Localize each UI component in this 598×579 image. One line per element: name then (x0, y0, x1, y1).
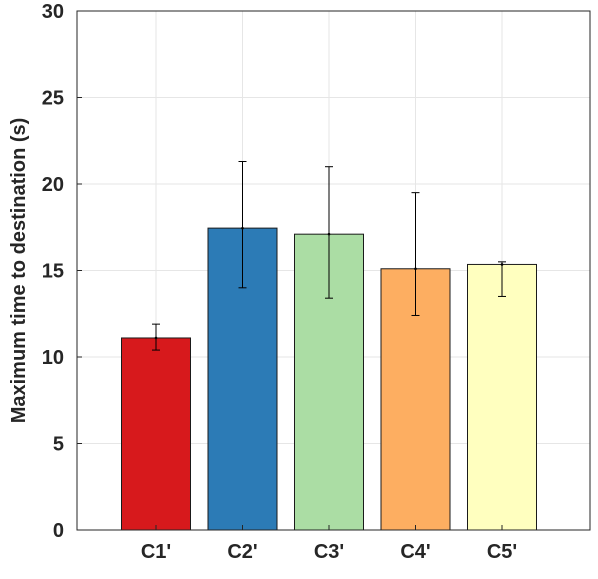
y-tick-label: 25 (42, 88, 64, 110)
bar (121, 337, 191, 531)
y-tick-label: 10 (42, 347, 64, 369)
error-bar (152, 323, 160, 351)
x-tick-label: C4' (400, 541, 430, 563)
x-tick-label: C2' (227, 541, 257, 563)
y-axis-ticks: 0 5 10 15 20 25 30 (42, 1, 82, 542)
y-tick-label: 20 (42, 174, 64, 196)
error-bar (238, 161, 247, 289)
x-tick-label: C3' (314, 541, 344, 563)
error-bars (152, 161, 506, 351)
y-tick-label: 5 (53, 434, 64, 456)
y-tick-label: 0 (53, 520, 64, 542)
bar (467, 263, 537, 531)
y-tick-label: 30 (42, 1, 64, 23)
error-bar (325, 166, 333, 299)
error-bar (498, 261, 506, 297)
y-axis-label: Maximum time to destination (s) (8, 118, 30, 424)
x-axis-ticks: C1' C2' C3' C4' C5' (141, 525, 517, 563)
y-tick-label: 15 (42, 261, 64, 283)
x-tick-label: C5' (487, 541, 517, 563)
error-bar (411, 192, 420, 316)
x-tick-label: C1' (141, 541, 171, 563)
